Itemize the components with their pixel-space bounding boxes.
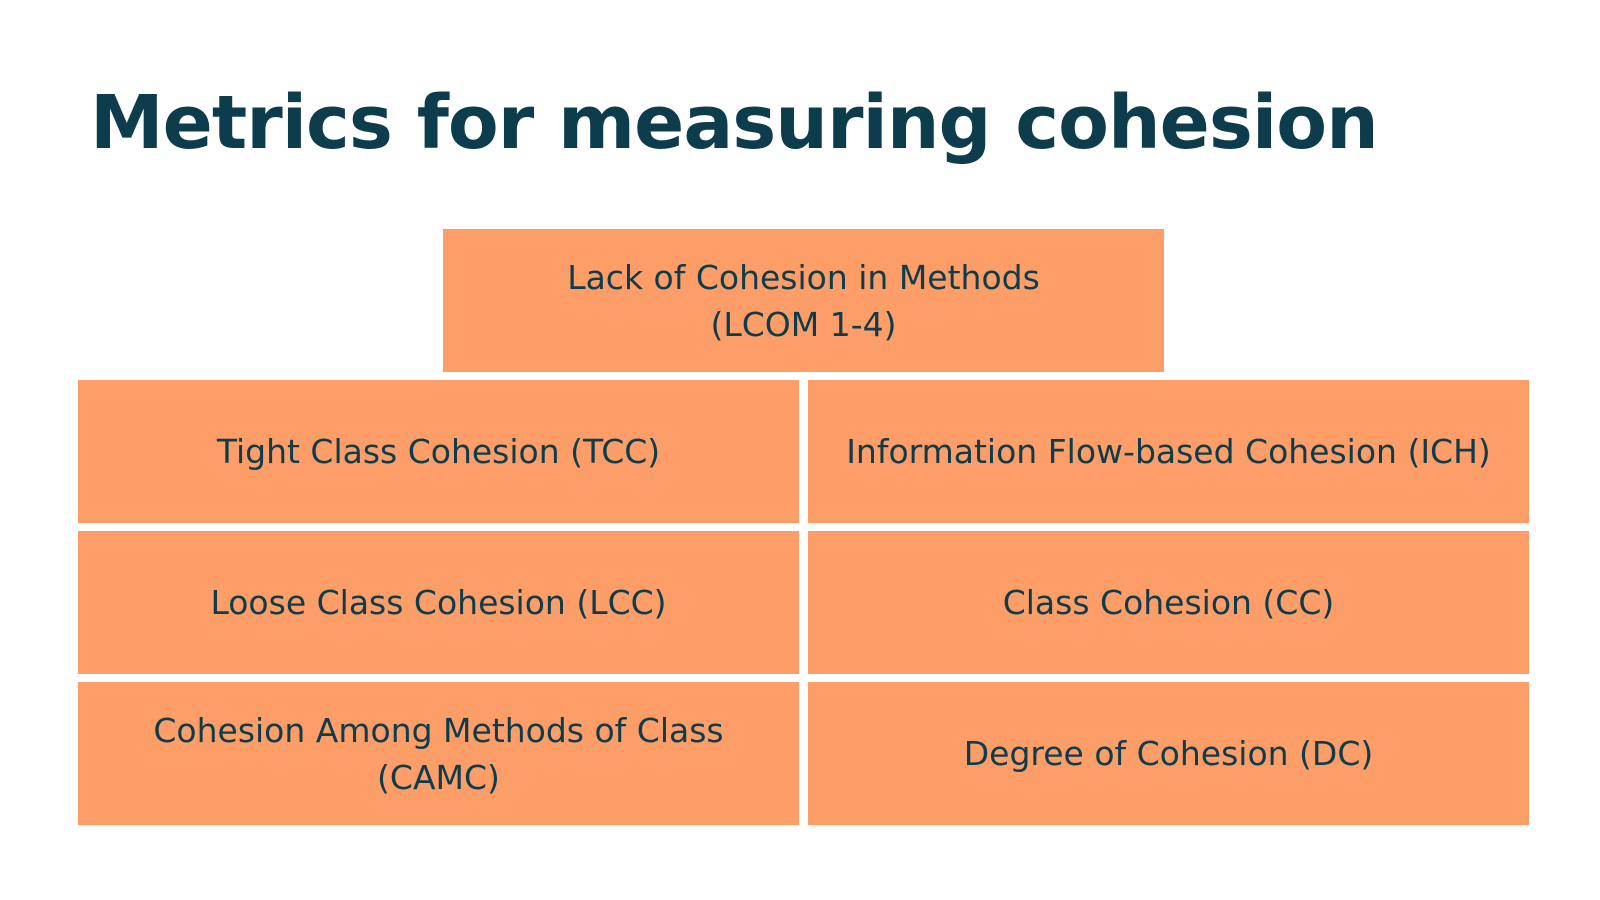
metric-dc-label: Degree of Cohesion (DC) [963, 734, 1374, 773]
metric-camc-box: Cohesion Among Methods of Class (CAMC) [78, 682, 799, 825]
metric-lcom-box: Lack of Cohesion in Methods (LCOM 1-4) [443, 229, 1164, 372]
metric-cc-label: Class Cohesion (CC) [1002, 583, 1335, 622]
metric-dc-box: Degree of Cohesion (DC) [808, 682, 1529, 825]
metric-ich-box: Information Flow-based Cohesion (ICH) [808, 380, 1529, 523]
metric-tcc-box: Tight Class Cohesion (TCC) [78, 380, 799, 523]
metric-camc-label: Cohesion Among Methods of Class (CAMC) [153, 710, 724, 797]
metric-ich-label: Information Flow-based Cohesion (ICH) [846, 432, 1491, 471]
metric-lcc-box: Loose Class Cohesion (LCC) [78, 531, 799, 674]
metric-tcc-label: Tight Class Cohesion (TCC) [216, 432, 661, 471]
metric-lcom-label: Lack of Cohesion in Methods (LCOM 1-4) [567, 257, 1040, 344]
metric-lcc-label: Loose Class Cohesion (LCC) [210, 583, 667, 622]
slide-title: Metrics for measuring cohesion [90, 80, 1379, 166]
metric-cc-box: Class Cohesion (CC) [808, 531, 1529, 674]
